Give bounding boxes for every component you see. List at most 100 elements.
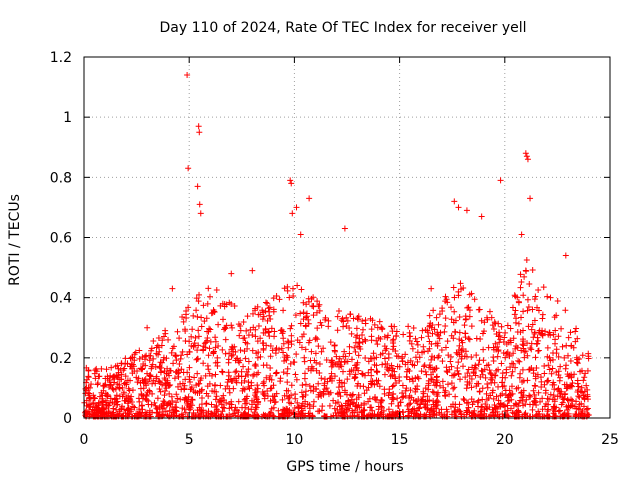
data-point xyxy=(438,346,445,353)
data-point xyxy=(515,320,522,327)
data-point xyxy=(502,329,509,336)
data-point xyxy=(124,407,131,414)
data-point xyxy=(179,314,186,321)
data-point xyxy=(367,355,374,362)
data-point xyxy=(257,335,264,342)
data-point xyxy=(140,361,147,368)
data-point xyxy=(219,408,226,415)
data-point xyxy=(571,403,578,410)
data-point xyxy=(187,378,194,385)
data-point xyxy=(318,322,325,329)
data-point xyxy=(382,360,389,367)
data-point xyxy=(381,390,388,397)
data-point xyxy=(174,395,181,402)
data-point xyxy=(173,399,180,406)
data-point xyxy=(378,411,385,418)
data-point xyxy=(567,357,574,364)
data-point xyxy=(286,294,293,301)
data-point xyxy=(433,391,440,398)
data-point xyxy=(112,395,119,402)
data-point xyxy=(388,400,395,407)
data-point xyxy=(214,359,221,366)
data-point xyxy=(585,355,592,362)
data-point xyxy=(242,355,249,362)
data-point xyxy=(134,379,141,386)
data-point xyxy=(285,395,292,402)
data-point xyxy=(281,392,288,399)
data-point xyxy=(280,307,287,314)
data-point xyxy=(355,352,362,359)
data-point xyxy=(288,180,295,187)
data-point xyxy=(414,373,421,380)
data-point xyxy=(399,382,406,389)
data-point xyxy=(252,361,259,368)
data-point xyxy=(254,354,261,361)
data-point xyxy=(558,325,565,332)
data-point xyxy=(218,412,225,419)
data-point xyxy=(99,401,106,408)
data-point xyxy=(138,366,145,373)
data-point xyxy=(396,374,403,381)
data-point xyxy=(580,377,587,384)
data-point xyxy=(131,357,138,364)
data-point xyxy=(518,314,525,321)
data-point xyxy=(95,399,102,406)
data-point xyxy=(245,406,252,413)
data-point xyxy=(86,411,93,418)
data-point xyxy=(221,300,228,307)
data-point xyxy=(407,400,414,407)
data-point xyxy=(524,352,531,359)
y-tick-label: 0 xyxy=(63,411,72,427)
data-point xyxy=(354,359,361,366)
data-point xyxy=(293,376,300,383)
data-point xyxy=(186,373,193,380)
data-point xyxy=(546,329,553,336)
data-point xyxy=(405,413,412,420)
data-point xyxy=(386,386,393,393)
data-point xyxy=(260,380,267,387)
data-point xyxy=(526,392,533,399)
data-point xyxy=(520,338,527,345)
data-point xyxy=(562,252,569,259)
data-point xyxy=(532,354,539,361)
data-point xyxy=(499,379,506,386)
data-point xyxy=(442,293,449,300)
data-point xyxy=(455,204,462,211)
data-point xyxy=(516,374,523,381)
data-point xyxy=(280,406,287,413)
data-point xyxy=(257,353,264,360)
data-point xyxy=(368,326,375,333)
data-point xyxy=(479,368,486,375)
data-point xyxy=(514,344,521,351)
data-point xyxy=(99,392,106,399)
data-point xyxy=(271,333,278,340)
data-point xyxy=(332,409,339,416)
data-point xyxy=(430,389,437,396)
data-point xyxy=(502,387,509,394)
data-point xyxy=(259,340,266,347)
data-point xyxy=(514,328,521,335)
data-point xyxy=(515,403,522,410)
data-point xyxy=(169,285,176,292)
data-point xyxy=(517,284,524,291)
data-point xyxy=(318,375,325,382)
data-point xyxy=(163,370,170,377)
data-point xyxy=(352,362,359,369)
data-point xyxy=(337,408,344,415)
data-point xyxy=(116,385,123,392)
data-point xyxy=(421,348,428,355)
data-point xyxy=(309,303,316,310)
data-point xyxy=(355,391,362,398)
data-point xyxy=(134,367,141,374)
data-point xyxy=(507,364,514,371)
data-point xyxy=(94,381,101,388)
data-point xyxy=(205,366,212,373)
data-point xyxy=(439,358,446,365)
data-point xyxy=(90,399,97,406)
data-point xyxy=(195,298,202,305)
data-point xyxy=(251,307,258,314)
data-point xyxy=(241,335,248,342)
data-point xyxy=(574,360,581,367)
data-point xyxy=(245,366,252,373)
data-point xyxy=(384,332,391,339)
